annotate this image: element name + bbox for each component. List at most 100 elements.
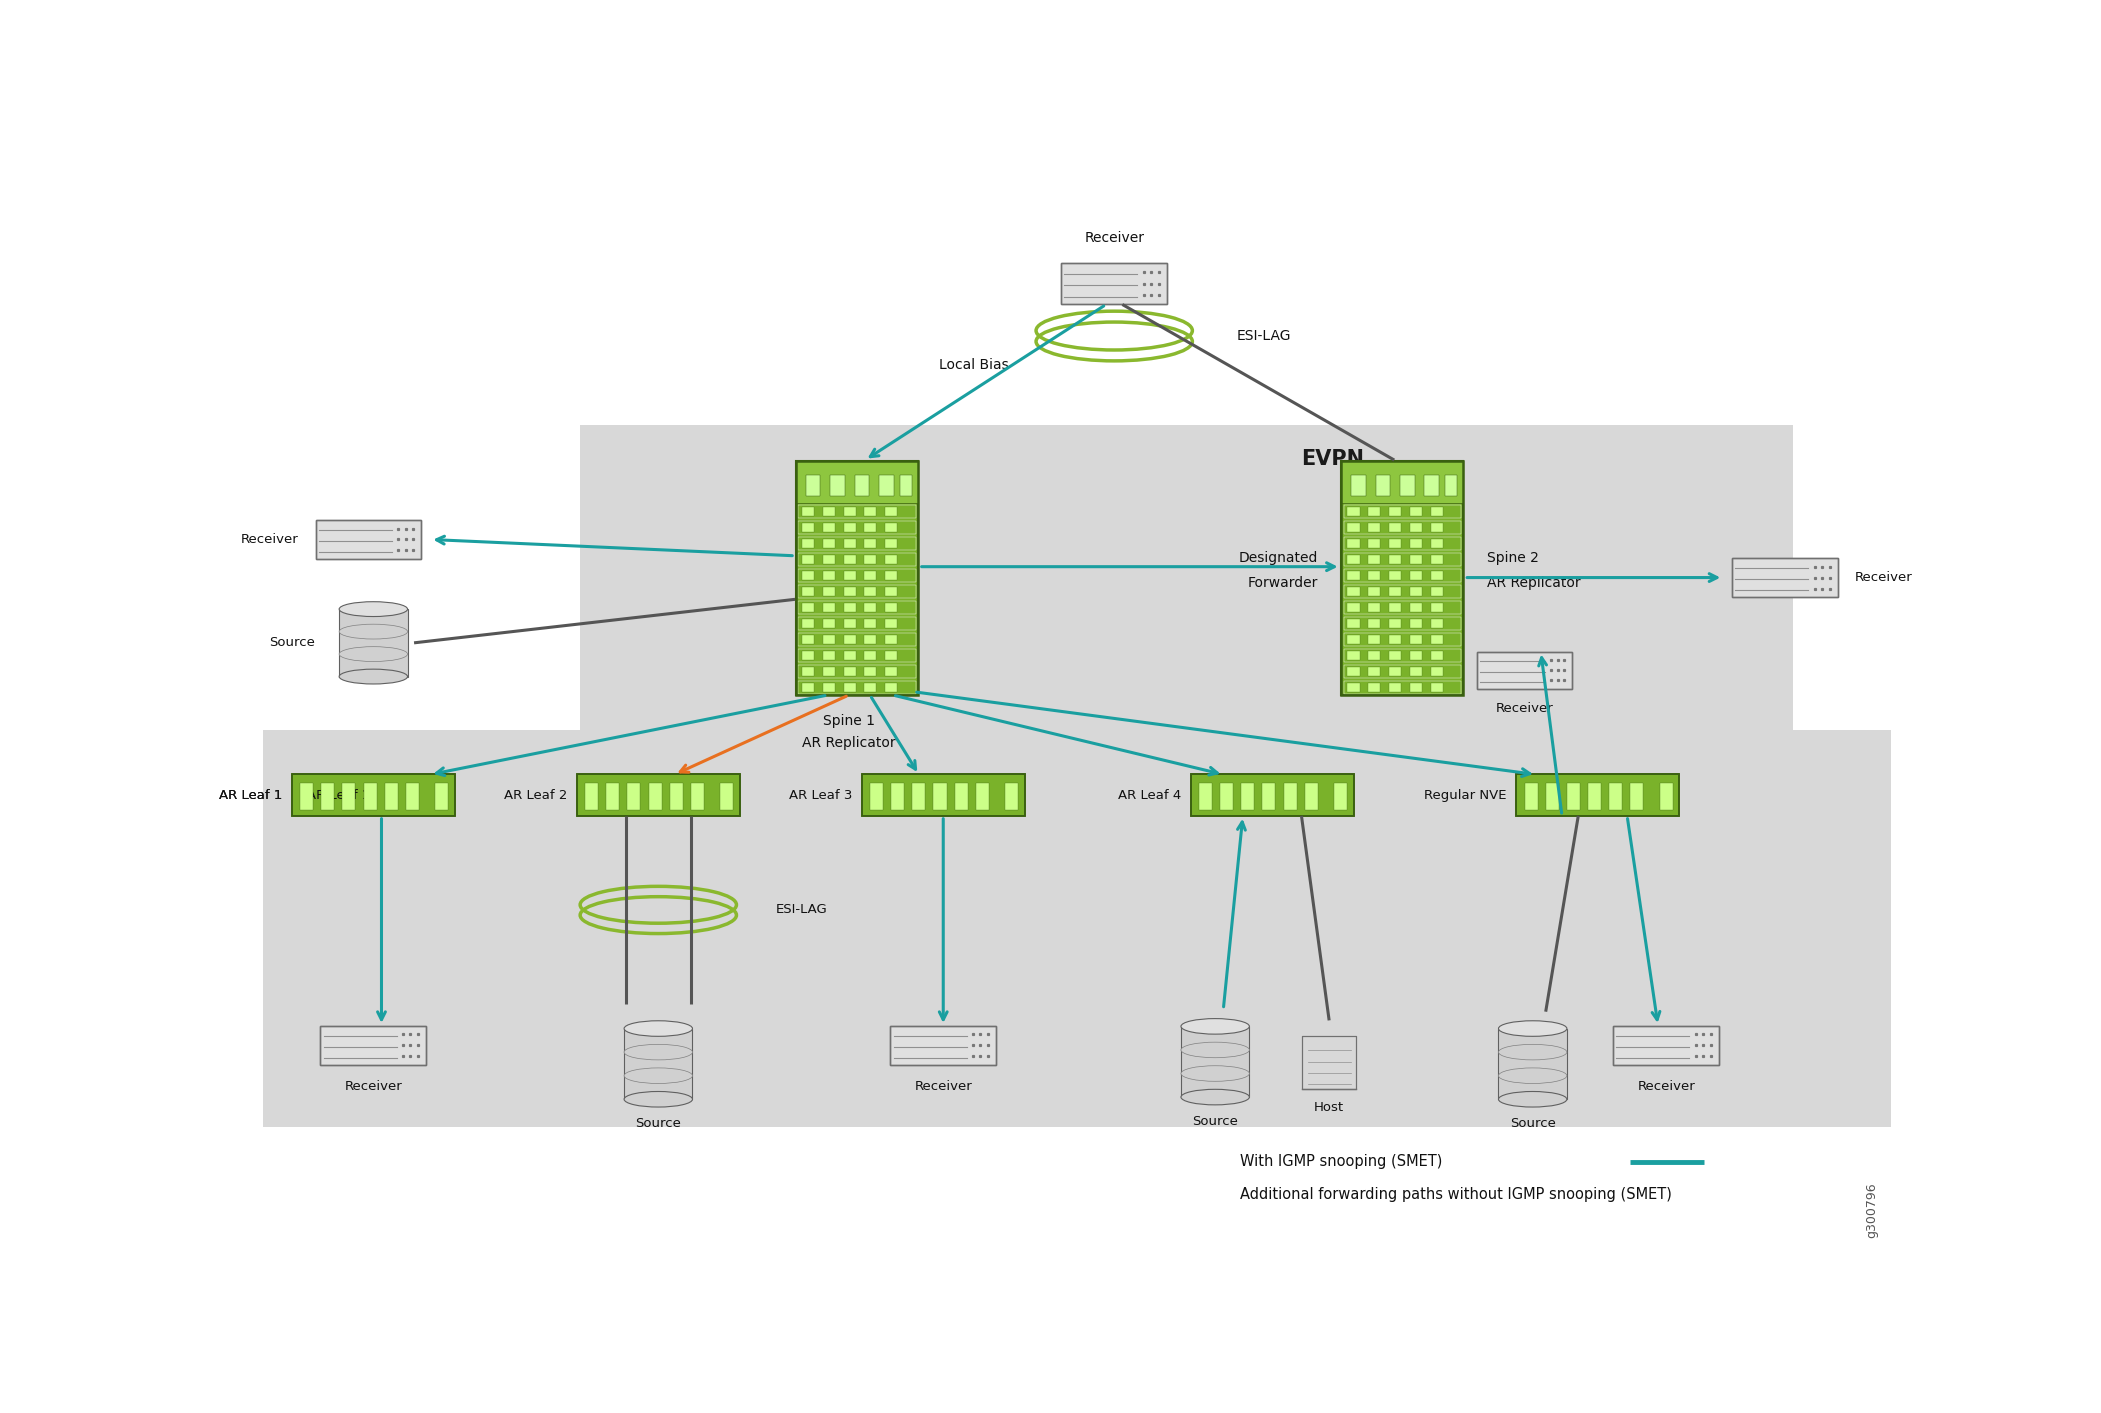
Bar	[628, 783, 641, 810]
Bar	[954, 783, 969, 810]
Bar	[864, 538, 876, 548]
Text: g300796: g300796	[1866, 1183, 1878, 1238]
Bar	[796, 461, 918, 503]
Bar	[855, 475, 870, 496]
Bar	[1345, 504, 1460, 519]
Bar	[1368, 538, 1380, 548]
Bar	[864, 603, 876, 612]
Bar	[1347, 667, 1359, 675]
Bar	[824, 634, 834, 644]
Bar	[885, 619, 897, 627]
Bar	[1431, 586, 1443, 596]
Bar	[1431, 507, 1443, 516]
Bar	[843, 682, 855, 691]
Text: Regular NVE: Regular NVE	[1424, 788, 1506, 801]
Bar	[1345, 601, 1460, 613]
Text: Forwarder: Forwarder	[1248, 577, 1317, 591]
Bar	[1431, 603, 1443, 612]
Bar	[649, 783, 662, 810]
Bar	[1567, 783, 1580, 810]
Bar	[798, 552, 916, 565]
Ellipse shape	[1181, 1019, 1250, 1034]
Bar	[384, 783, 397, 810]
Bar	[1347, 586, 1359, 596]
Bar	[321, 783, 334, 810]
Bar	[843, 667, 855, 675]
Bar	[803, 619, 815, 627]
Bar	[1368, 634, 1380, 644]
Bar	[891, 783, 903, 810]
Bar	[1498, 1029, 1567, 1099]
Bar	[578, 774, 740, 815]
Bar	[1191, 774, 1353, 815]
Bar	[899, 475, 912, 496]
Bar	[1242, 783, 1254, 810]
Bar	[1368, 619, 1380, 627]
Bar	[1614, 1026, 1719, 1065]
Ellipse shape	[1498, 1091, 1567, 1106]
Bar	[607, 783, 620, 810]
Bar	[824, 507, 834, 516]
Text: Source: Source	[635, 1118, 681, 1130]
Bar	[1389, 571, 1401, 579]
Bar	[1410, 634, 1422, 644]
Bar	[1630, 783, 1643, 810]
Ellipse shape	[1498, 1044, 1567, 1060]
Bar	[891, 1026, 996, 1065]
Bar	[803, 634, 815, 644]
Bar	[864, 586, 876, 596]
Bar	[1368, 586, 1380, 596]
Text: Spine 1: Spine 1	[824, 714, 874, 728]
Bar	[1431, 682, 1443, 691]
Bar	[803, 571, 815, 579]
Bar	[885, 523, 897, 531]
Bar	[1284, 783, 1296, 810]
Bar	[975, 783, 990, 810]
Bar	[1345, 649, 1460, 661]
Bar	[864, 619, 876, 627]
Bar	[861, 774, 1025, 815]
Bar	[1345, 681, 1460, 694]
Bar	[1368, 603, 1380, 612]
Bar	[885, 651, 897, 660]
Bar	[1389, 538, 1401, 548]
Bar	[824, 667, 834, 675]
Bar	[1389, 634, 1401, 644]
Bar	[1389, 523, 1401, 531]
Bar	[1410, 651, 1422, 660]
Bar	[864, 507, 876, 516]
Bar	[861, 774, 1025, 815]
Bar	[885, 507, 897, 516]
Bar	[824, 538, 834, 548]
Bar	[798, 569, 916, 582]
Bar	[1221, 783, 1233, 810]
Bar	[798, 537, 916, 550]
Bar	[803, 682, 815, 691]
Bar	[885, 586, 897, 596]
Bar	[721, 783, 733, 810]
Bar	[824, 682, 834, 691]
Bar	[1389, 667, 1401, 675]
Bar	[1477, 651, 1572, 688]
Text: Receiver: Receiver	[1084, 232, 1145, 244]
Bar	[1347, 538, 1359, 548]
Bar	[843, 571, 855, 579]
Bar	[824, 523, 834, 531]
Text: Receiver: Receiver	[345, 1081, 401, 1094]
Bar	[803, 538, 815, 548]
Text: Receiver: Receiver	[1855, 571, 1912, 584]
Bar	[1368, 651, 1380, 660]
Bar	[1347, 523, 1359, 531]
Bar	[864, 555, 876, 564]
Bar	[843, 586, 855, 596]
Bar	[864, 634, 876, 644]
Bar	[1517, 774, 1679, 815]
Bar	[796, 461, 918, 695]
Bar	[1660, 783, 1672, 810]
Text: ESI-LAG: ESI-LAG	[1235, 329, 1290, 343]
Ellipse shape	[338, 670, 408, 684]
Bar	[798, 521, 916, 534]
Bar	[885, 682, 897, 691]
Bar	[435, 783, 448, 810]
Text: Spine 2: Spine 2	[1488, 551, 1538, 565]
